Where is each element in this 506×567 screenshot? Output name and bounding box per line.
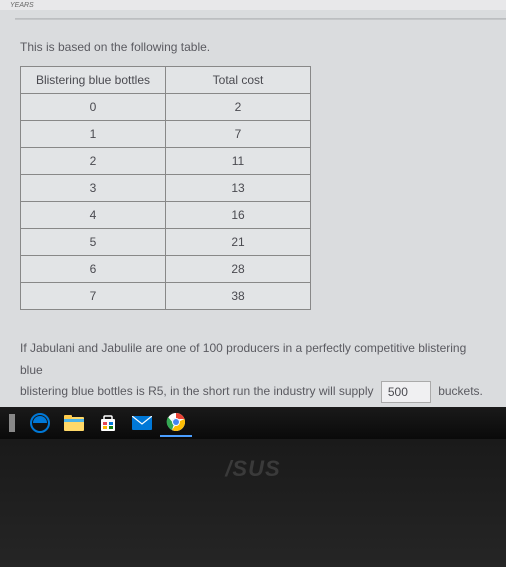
top-bar: YEARS bbox=[0, 0, 506, 10]
table-header-row: Blistering blue bottles Total cost bbox=[21, 67, 311, 94]
data-table: Blistering blue bottles Total cost 0 2 1… bbox=[20, 66, 311, 310]
asus-logo: /SUS bbox=[225, 456, 280, 482]
file-explorer-icon[interactable] bbox=[58, 409, 90, 437]
divider bbox=[15, 18, 506, 20]
question-line2-post: buckets. bbox=[438, 384, 483, 398]
col-header-bottles: Blistering blue bottles bbox=[21, 67, 166, 94]
table-row: 0 2 bbox=[21, 94, 311, 121]
mail-icon[interactable] bbox=[126, 409, 158, 437]
store-icon[interactable] bbox=[92, 409, 124, 437]
content-area: This is based on the following table. Bl… bbox=[0, 10, 506, 410]
table-row: 4 16 bbox=[21, 202, 311, 229]
question-text: If Jabulani and Jabulile are one of 100 … bbox=[20, 338, 486, 403]
answer-input[interactable] bbox=[381, 381, 431, 403]
edge-icon[interactable] bbox=[24, 409, 56, 437]
table-row: 7 38 bbox=[21, 283, 311, 310]
table-row: 2 11 bbox=[21, 148, 311, 175]
taskbar bbox=[0, 407, 506, 439]
table-row: 5 21 bbox=[21, 229, 311, 256]
table-row: 1 7 bbox=[21, 121, 311, 148]
years-label: YEARS bbox=[10, 2, 34, 9]
col-header-cost: Total cost bbox=[166, 67, 311, 94]
table-row: 6 28 bbox=[21, 256, 311, 283]
table-row: 3 13 bbox=[21, 175, 311, 202]
chrome-icon[interactable] bbox=[160, 409, 192, 437]
question-line2-pre: blistering blue bottles is R5, in the sh… bbox=[20, 384, 374, 398]
intro-text: This is based on the following table. bbox=[20, 40, 486, 54]
search-icon[interactable] bbox=[8, 409, 16, 437]
question-line1: If Jabulani and Jabulile are one of 100 … bbox=[20, 341, 466, 377]
